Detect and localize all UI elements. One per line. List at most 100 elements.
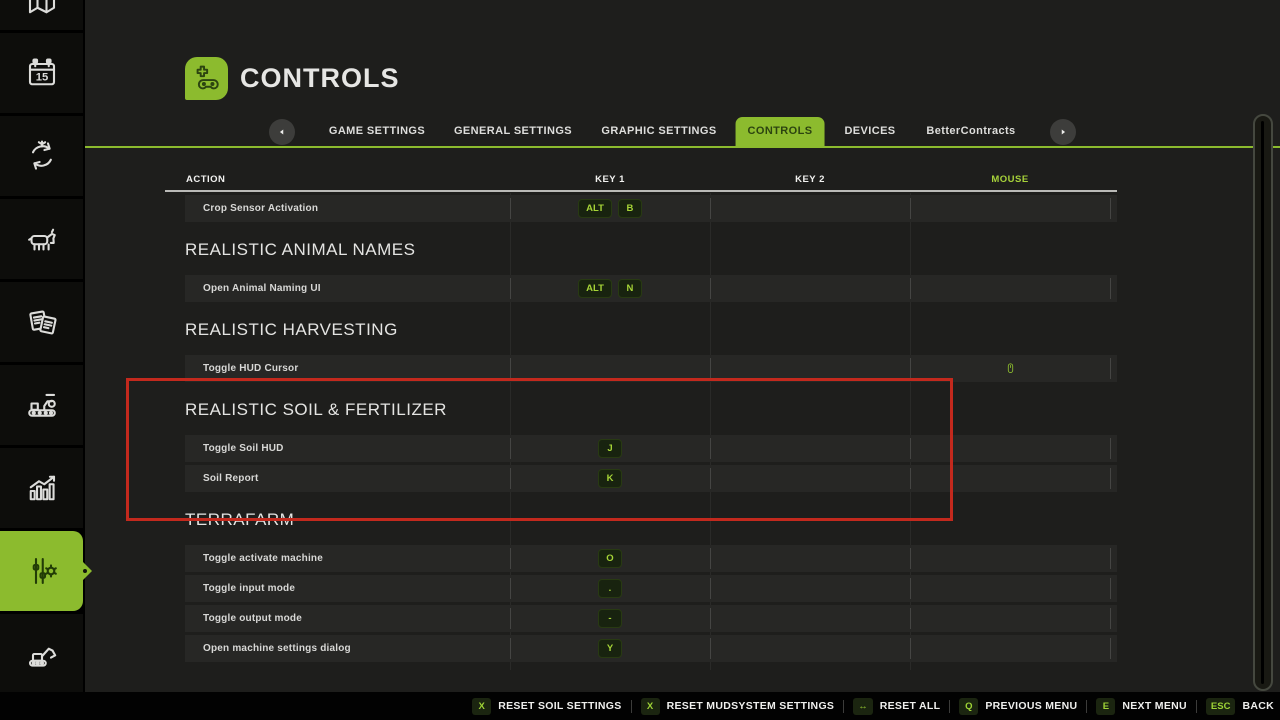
footer-label: NEXT MENU	[1122, 700, 1187, 712]
table-row-open-machine-settings-dialog[interactable]: Open machine settings dialog Y	[185, 635, 1117, 662]
footer-item-reset-soil-settings[interactable]: X RESET SOIL SETTINGS	[472, 697, 621, 715]
key1-cell	[510, 355, 710, 382]
mouse-cell	[910, 465, 1110, 492]
column-separator	[710, 578, 711, 599]
table-row-toggle-input-mode[interactable]: Toggle input mode.	[185, 575, 1117, 602]
key-badge[interactable]: O	[598, 549, 622, 568]
column-separator	[910, 358, 911, 379]
animals-icon	[27, 228, 56, 251]
tabs-next-button[interactable]	[1050, 119, 1076, 145]
sidebar-item-animals[interactable]	[0, 199, 83, 279]
column-separator	[510, 198, 511, 219]
footer-item-back[interactable]: ESC BACK	[1205, 697, 1274, 715]
key-badge[interactable]: Y	[598, 639, 622, 658]
settings-icon	[32, 557, 57, 585]
tab-devices[interactable]: DEVICES	[844, 125, 896, 137]
footer-divider	[949, 699, 951, 713]
key1-cell: O	[510, 545, 710, 572]
key-hint-badge: E	[1096, 697, 1116, 715]
key-badge[interactable]: N	[617, 279, 642, 298]
table-row-soil-report[interactable]: Soil Report K	[185, 465, 1117, 492]
tab-bettercontracts[interactable]: BetterContracts	[926, 125, 1016, 137]
footer-label: BACK	[1242, 700, 1274, 712]
column-separator	[1110, 278, 1111, 299]
footer-item-reset-all[interactable]: ↔ RESET ALL	[853, 697, 941, 715]
column-separator	[710, 438, 711, 459]
sidebar-item-contracts[interactable]	[0, 282, 83, 362]
action-label: Toggle input mode	[203, 583, 296, 594]
column-separator	[710, 468, 711, 489]
column-separator	[1110, 468, 1111, 489]
statistics-icon	[29, 475, 55, 501]
key-badge[interactable]: K	[598, 469, 622, 488]
tabs-prev-button[interactable]	[269, 119, 295, 145]
mouse-icon[interactable]	[1003, 361, 1018, 376]
footer-label: RESET ALL	[879, 700, 941, 712]
sidebar-item-construction[interactable]	[0, 614, 83, 694]
table-row-toggle-output-mode[interactable]: Toggle output mode -	[185, 605, 1117, 632]
sidebar-item-production[interactable]	[0, 365, 83, 445]
footer-item-reset-mudsystem-settings[interactable]: X RESET MUDSYSTEM SETTINGS	[640, 697, 835, 715]
footer-label: PREVIOUS MENU	[985, 700, 1078, 712]
key-badge[interactable]: ALT	[578, 199, 612, 218]
key2-cell	[710, 575, 910, 602]
key-badge[interactable]: B	[617, 199, 642, 218]
sidebar-item-statistics[interactable]	[0, 448, 83, 528]
footer-item-previous-menu[interactable]: Q PREVIOUS MENU	[959, 697, 1078, 715]
table-header-divider	[165, 190, 1117, 192]
footer-item-next-menu[interactable]: E NEXT MENU	[1096, 697, 1187, 715]
tab-graphic-settings[interactable]: GRAPHIC SETTINGS	[601, 125, 717, 137]
mouse-cell	[910, 435, 1110, 462]
map-icon	[28, 0, 55, 14]
action-label: Toggle HUD Cursor	[203, 363, 299, 374]
mouse-cell	[910, 635, 1110, 662]
table-row-crop-sensor-activation[interactable]: Crop Sensor Activation ALT B	[185, 195, 1117, 222]
column-separator	[510, 438, 511, 459]
column-separator	[1110, 198, 1111, 219]
key-badge[interactable]: J	[598, 439, 622, 458]
tab-general-settings[interactable]: GENERAL SETTINGS	[453, 125, 573, 137]
footer-divider	[1086, 699, 1088, 713]
key1-cell: ALT N	[510, 275, 710, 302]
key-badge[interactable]: ALT	[578, 279, 612, 298]
footer-label: RESET MUDSYSTEM SETTINGS	[666, 700, 835, 712]
key-badge[interactable]: .	[598, 579, 622, 598]
key1-cell: K	[510, 465, 710, 492]
scrollbar[interactable]	[1253, 114, 1273, 691]
column-separator	[510, 548, 511, 569]
sidebar-item-settings[interactable]	[0, 531, 83, 611]
column-separator	[910, 548, 911, 569]
column-separator	[510, 468, 511, 489]
key2-cell	[710, 465, 910, 492]
key-hint-badge: X	[472, 697, 492, 715]
table-row-toggle-hud-cursor[interactable]: Toggle HUD Cursor	[185, 355, 1117, 382]
table-row-toggle-soil-hud[interactable]: Toggle Soil HUD J	[185, 435, 1117, 462]
column-separator	[510, 358, 511, 379]
tab-controls[interactable]: CONTROLS	[735, 117, 825, 146]
mouse-cell	[910, 355, 1110, 382]
footer-divider	[843, 699, 845, 713]
sidebar-item-map[interactable]	[0, 0, 83, 30]
key-badge[interactable]: -	[598, 609, 622, 628]
section-heading-realistic-harvesting: REALISTIC HARVESTING	[185, 320, 398, 339]
table-row-toggle-activate-machine[interactable]: Toggle activate machine O	[185, 545, 1117, 572]
sidebar-item-calendar[interactable]: 15	[0, 33, 83, 113]
column-guide	[910, 193, 911, 670]
key2-cell	[710, 195, 910, 222]
key2-cell	[710, 635, 910, 662]
table-row-open-animal-naming-ui[interactable]: Open Animal Naming UI ALT N	[185, 275, 1117, 302]
action-label: Toggle activate machine	[203, 553, 324, 564]
svg-text:15: 15	[35, 72, 48, 84]
key2-cell	[710, 545, 910, 572]
key1-cell: -	[510, 605, 710, 632]
column-separator	[1110, 548, 1111, 569]
key-hint-badge: ESC	[1205, 697, 1236, 715]
key1-cell: .	[510, 575, 710, 602]
section-heading-terrafarm: TERRAFARM	[185, 510, 295, 529]
column-guide	[710, 193, 711, 670]
column-separator	[910, 578, 911, 599]
tab-game-settings[interactable]: GAME SETTINGS	[328, 125, 426, 137]
key1-cell: ALT B	[510, 195, 710, 222]
column-guide	[510, 193, 511, 670]
sidebar-item-crop-rotation[interactable]	[0, 116, 83, 196]
